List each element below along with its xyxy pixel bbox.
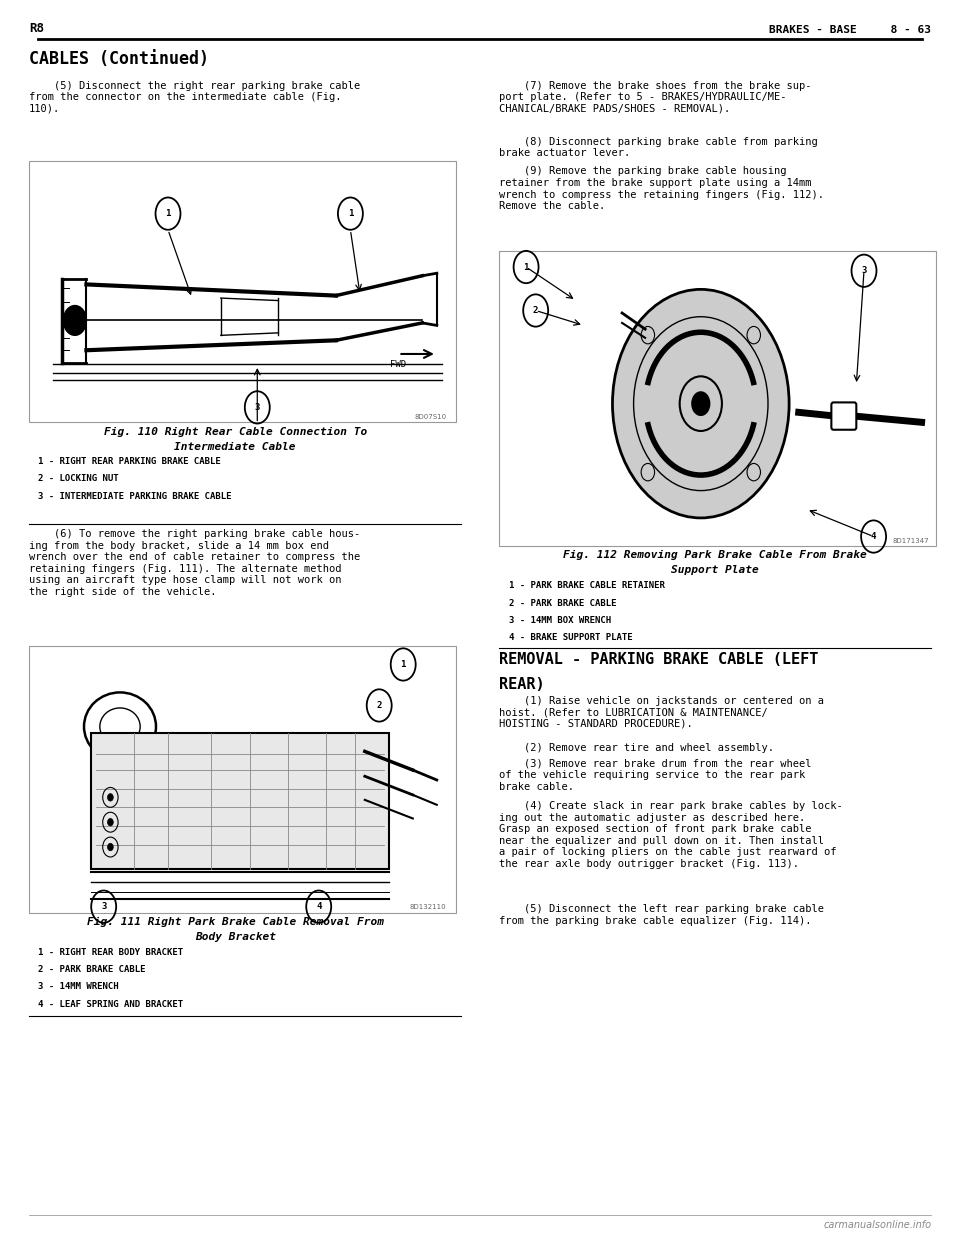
Text: 4: 4 <box>871 532 876 542</box>
Text: 1: 1 <box>523 262 529 272</box>
Text: (3) Remove rear brake drum from the rear wheel
of the vehicle requiring service : (3) Remove rear brake drum from the rear… <box>499 759 812 792</box>
Text: Fig. 111 Right Park Brake Cable Removal From: Fig. 111 Right Park Brake Cable Removal … <box>86 917 384 927</box>
Text: 4 - LEAF SPRING AND BRACKET: 4 - LEAF SPRING AND BRACKET <box>38 1000 183 1009</box>
Text: 8D132110: 8D132110 <box>410 904 446 910</box>
Circle shape <box>691 391 710 416</box>
Text: BRAKES - BASE     8 - 63: BRAKES - BASE 8 - 63 <box>769 25 931 35</box>
Text: 1: 1 <box>348 209 353 219</box>
Text: 3: 3 <box>861 266 867 276</box>
Text: 8D07S10: 8D07S10 <box>415 414 446 420</box>
Text: 3 - 14MM BOX WRENCH: 3 - 14MM BOX WRENCH <box>509 616 611 625</box>
Text: 8D171347: 8D171347 <box>893 538 929 544</box>
Text: Support Plate: Support Plate <box>671 565 759 575</box>
Text: 4: 4 <box>316 902 322 912</box>
Bar <box>91 733 389 869</box>
Circle shape <box>63 306 86 335</box>
Text: 2: 2 <box>376 700 382 710</box>
Text: (2) Remove rear tire and wheel assembly.: (2) Remove rear tire and wheel assembly. <box>499 743 774 753</box>
Bar <box>29 646 456 913</box>
Text: 3: 3 <box>254 402 260 412</box>
FancyBboxPatch shape <box>831 402 856 430</box>
Text: 2: 2 <box>533 306 539 315</box>
Text: 1 - PARK BRAKE CABLE RETAINER: 1 - PARK BRAKE CABLE RETAINER <box>509 581 664 590</box>
Text: Intermediate Cable: Intermediate Cable <box>175 442 296 452</box>
Text: (7) Remove the brake shoes from the brake sup-
port plate. (Refer to 5 - BRAKES/: (7) Remove the brake shoes from the brak… <box>499 81 812 114</box>
Text: 2 - PARK BRAKE CABLE: 2 - PARK BRAKE CABLE <box>509 599 616 607</box>
Text: 3: 3 <box>101 902 107 912</box>
Text: REMOVAL - PARKING BRAKE CABLE (LEFT: REMOVAL - PARKING BRAKE CABLE (LEFT <box>499 652 819 667</box>
Circle shape <box>108 843 113 851</box>
Text: 1: 1 <box>165 209 171 219</box>
Text: Fig. 110 Right Rear Cable Connection To: Fig. 110 Right Rear Cable Connection To <box>104 427 367 437</box>
Text: R8: R8 <box>29 22 44 35</box>
Text: (4) Create slack in rear park brake cables by lock-
ing out the automatic adjust: (4) Create slack in rear park brake cabl… <box>499 801 843 869</box>
Text: carmanualsonline.info: carmanualsonline.info <box>823 1220 931 1230</box>
Text: 2 - PARK BRAKE CABLE: 2 - PARK BRAKE CABLE <box>38 965 146 974</box>
Circle shape <box>108 818 113 826</box>
Text: 1: 1 <box>400 660 406 669</box>
Text: (1) Raise vehicle on jackstands or centered on a
hoist. (Refer to LUBRICATION & : (1) Raise vehicle on jackstands or cente… <box>499 696 825 729</box>
Text: 1 - RIGHT REAR PARKING BRAKE CABLE: 1 - RIGHT REAR PARKING BRAKE CABLE <box>38 457 221 466</box>
Text: 3 - 14MM WRENCH: 3 - 14MM WRENCH <box>38 982 119 991</box>
Circle shape <box>613 291 788 517</box>
Text: (8) Disconnect parking brake cable from parking
brake actuator lever.: (8) Disconnect parking brake cable from … <box>499 137 818 158</box>
Text: 2 - LOCKING NUT: 2 - LOCKING NUT <box>38 474 119 483</box>
Circle shape <box>108 794 113 801</box>
Text: REAR): REAR) <box>499 677 545 692</box>
Text: Body Bracket: Body Bracket <box>195 932 276 941</box>
Text: (9) Remove the parking brake cable housing
retainer from the brake support plate: (9) Remove the parking brake cable housi… <box>499 166 825 211</box>
Text: (6) To remove the right parking brake cable hous-
ing from the body bracket, sli: (6) To remove the right parking brake ca… <box>29 529 360 597</box>
Bar <box>499 251 936 546</box>
Text: FWD: FWD <box>391 360 406 369</box>
Text: Fig. 112 Removing Park Brake Cable From Brake: Fig. 112 Removing Park Brake Cable From … <box>564 550 867 560</box>
Text: CABLES (Continued): CABLES (Continued) <box>29 50 209 67</box>
Text: 1 - RIGHT REAR BODY BRACKET: 1 - RIGHT REAR BODY BRACKET <box>38 948 183 956</box>
Text: 4 - BRAKE SUPPORT PLATE: 4 - BRAKE SUPPORT PLATE <box>509 633 633 642</box>
Text: (5) Disconnect the left rear parking brake cable
from the parking brake cable eq: (5) Disconnect the left rear parking bra… <box>499 904 825 925</box>
Bar <box>29 161 456 422</box>
Text: 3 - INTERMEDIATE PARKING BRAKE CABLE: 3 - INTERMEDIATE PARKING BRAKE CABLE <box>38 492 232 501</box>
Text: (5) Disconnect the right rear parking brake cable
from the connector on the inte: (5) Disconnect the right rear parking br… <box>29 81 360 114</box>
